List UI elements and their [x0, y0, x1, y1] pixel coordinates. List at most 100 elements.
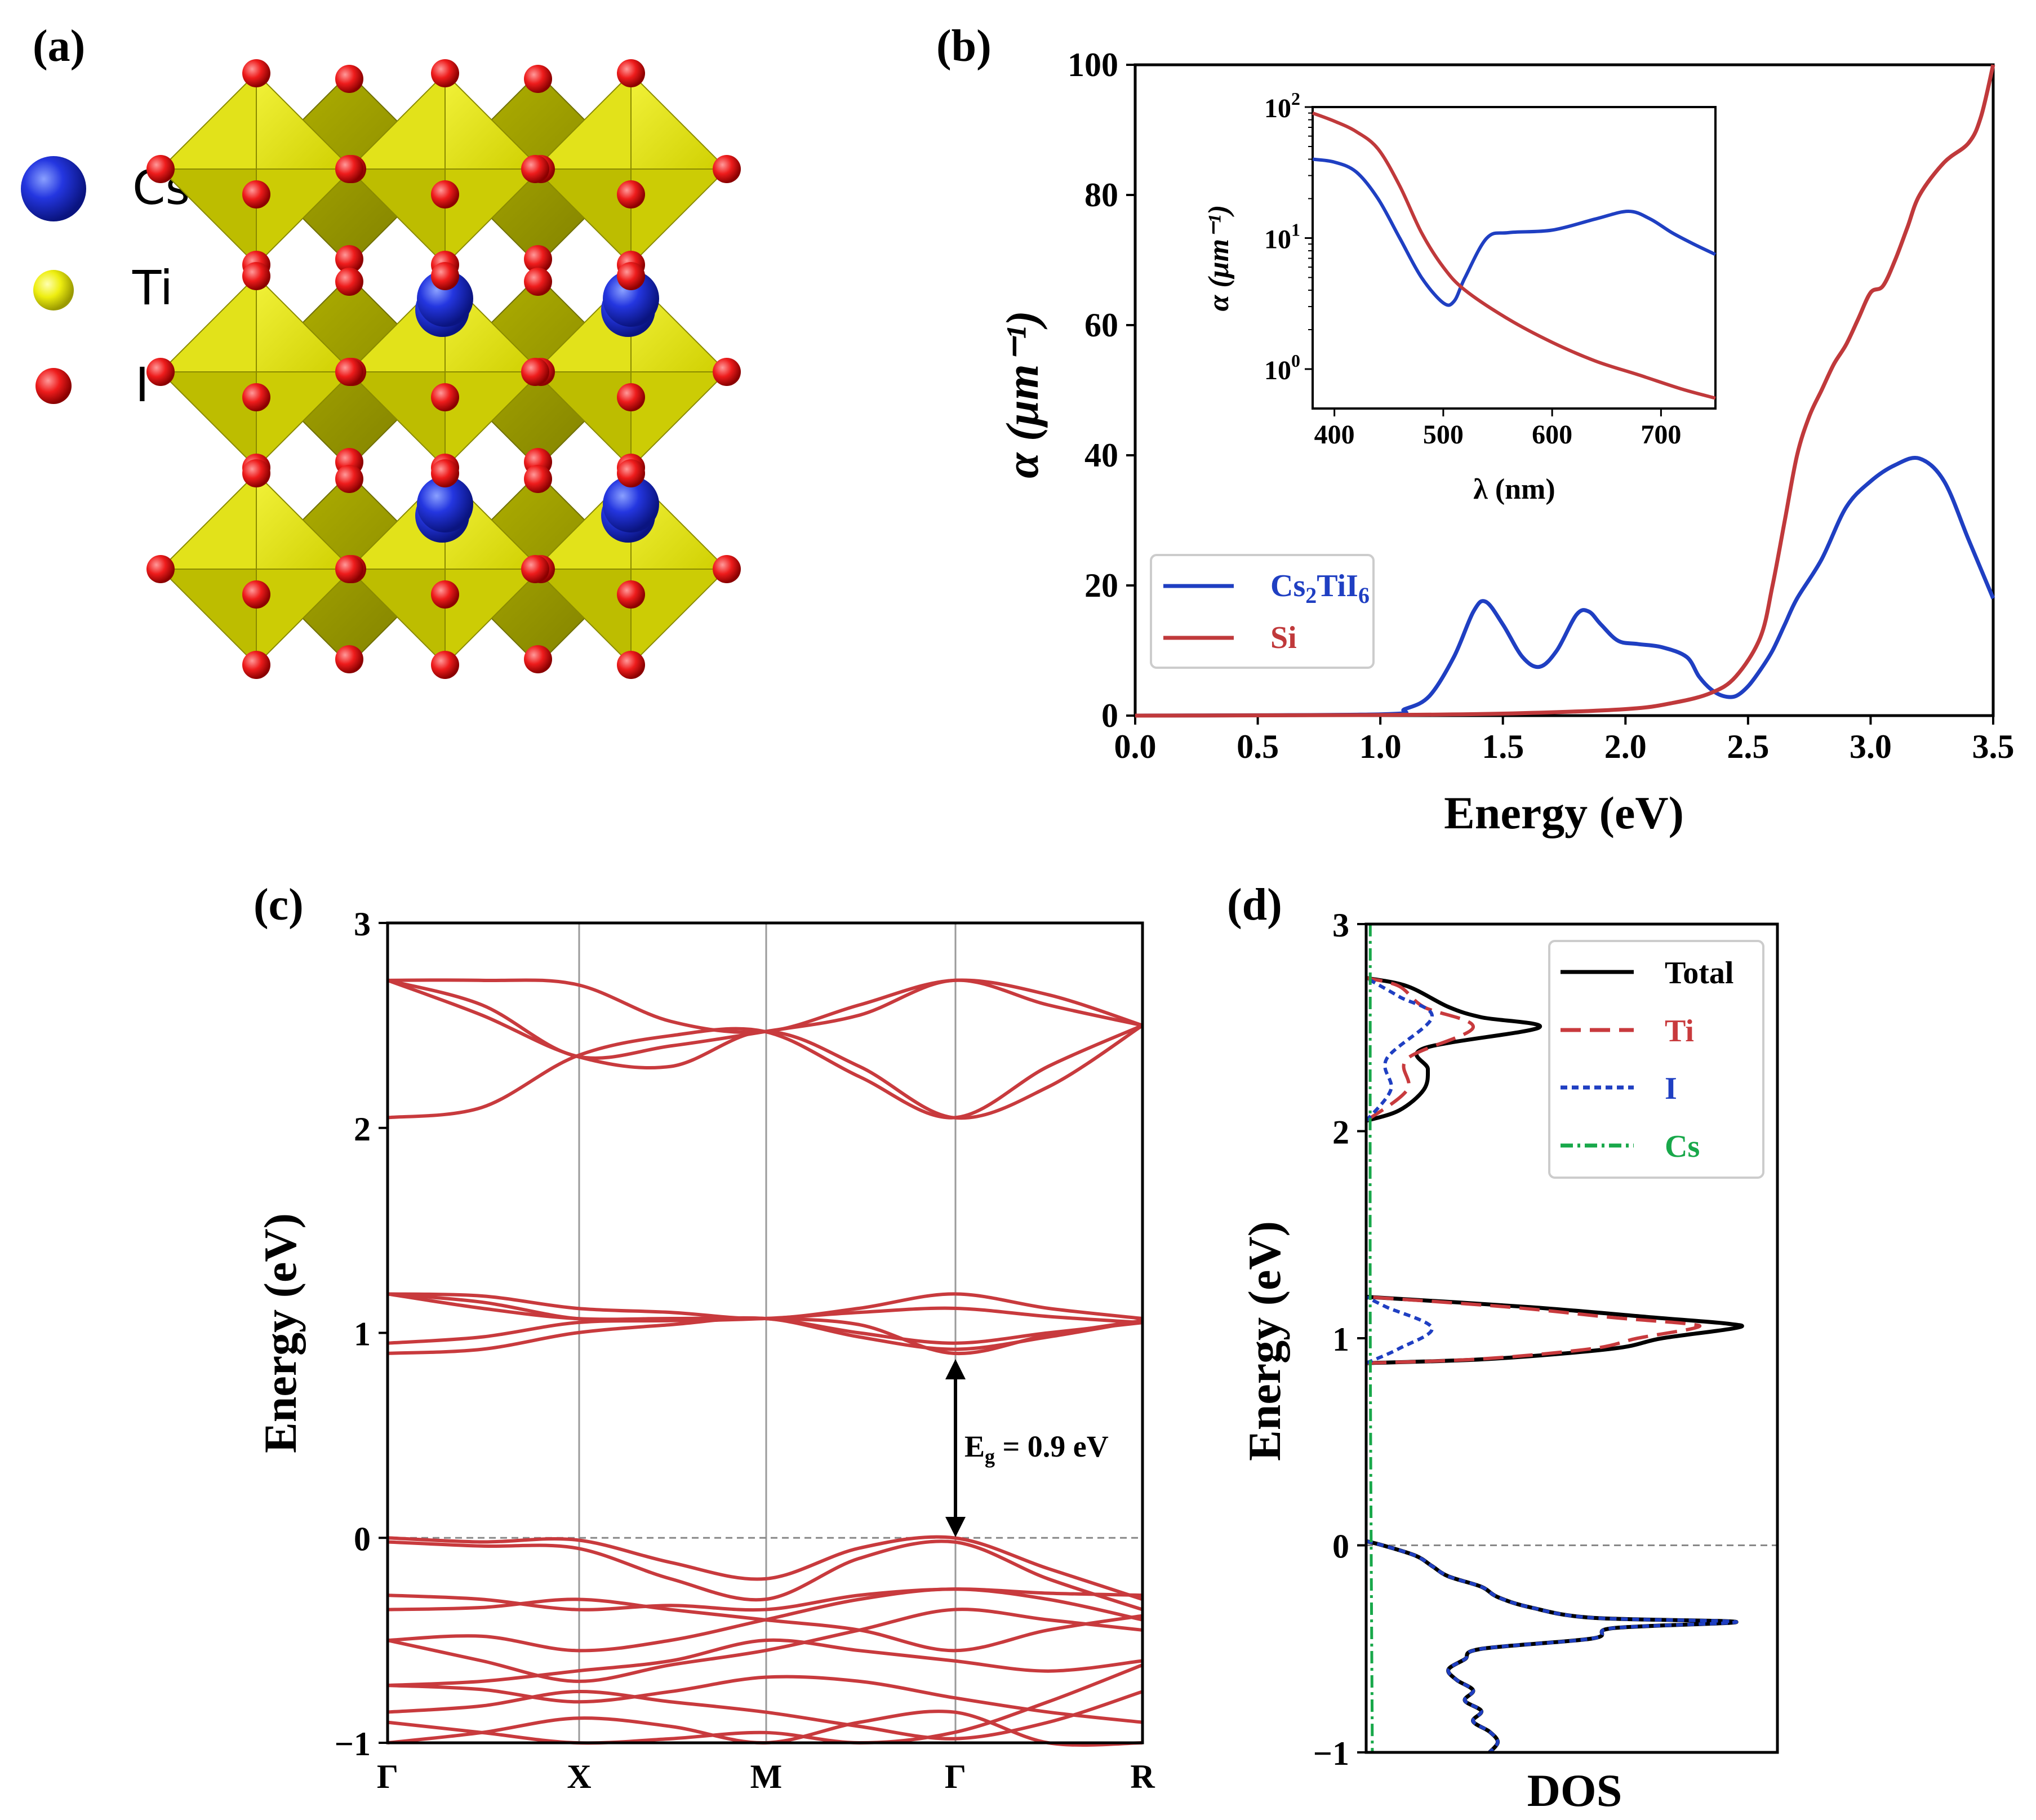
panel-b-xtick-label: 2.5	[1727, 728, 1769, 765]
panel-b-ytick-label: 100	[1068, 46, 1118, 83]
panel-b-series	[1135, 64, 1995, 718]
i-atom	[524, 65, 552, 93]
cs-legend-sphere	[21, 156, 86, 221]
i-atom	[335, 268, 363, 296]
kpoint-label: R	[1130, 1758, 1155, 1795]
kpoint-label: X	[567, 1758, 591, 1795]
octahedron-face	[630, 569, 728, 667]
band-line	[386, 979, 1144, 1120]
panel-d-label: (d)	[1227, 880, 1282, 930]
i-atom	[242, 59, 270, 87]
octahedron-face	[159, 472, 257, 570]
panel-b-xtick-label: 0.0	[1114, 728, 1157, 765]
i-atom	[146, 358, 175, 386]
i-atom	[524, 645, 552, 673]
panel-b-axes: 0.0 0.5 1.0 1.5 2.0 2.5 3.0 3.5 0 20 40 60 80 100	[1068, 46, 2015, 765]
ti-legend-sphere	[33, 270, 74, 310]
inset-ytick-label: 101	[1264, 220, 1300, 255]
panel-d-ytick-label: −1	[1313, 1735, 1349, 1772]
octahedron-face	[256, 569, 354, 667]
i-atom	[521, 358, 549, 386]
octahedron-face	[159, 72, 257, 170]
i-atom	[431, 459, 459, 487]
band-line	[387, 1292, 1143, 1356]
panel-c-ytick-label: 0	[354, 1520, 371, 1557]
i-atom	[521, 555, 549, 583]
octahedron-face	[256, 168, 354, 267]
panel-c-plot-frame	[386, 921, 1144, 1744]
panel-b-plot-frame	[1133, 63, 1995, 717]
legend-cs2tii6-label: Cs2TiI6	[1270, 569, 1370, 608]
i-atom	[335, 555, 363, 583]
panel-b-xtick-label: 0.5	[1237, 728, 1279, 765]
panel-d-legend-box	[1548, 940, 1764, 1179]
panel-b-xtick-label: 3.5	[1972, 728, 2015, 765]
inset-axes: 400 500 600 700 102 101 100	[1264, 88, 1681, 450]
cs-atom	[417, 476, 473, 532]
kpoint-label: Γ	[945, 1758, 966, 1795]
band-line	[387, 1663, 1144, 1745]
legend-i-label: I	[1665, 1071, 1677, 1106]
ti-legend-label: Ti	[132, 260, 173, 316]
legend-si-label: Si	[1270, 620, 1297, 655]
dos-plot: 3 2 1 0 −1	[1313, 907, 1777, 1772]
band-line	[387, 1539, 1143, 1612]
i-atom	[617, 459, 645, 487]
i-atom	[524, 465, 552, 493]
panel-b-ytick-label: 0	[1101, 697, 1118, 734]
panel-d-ytick-label: 1	[1332, 1321, 1349, 1358]
i-legend-label: I	[135, 357, 149, 412]
panel-d-ytick-label: 3	[1332, 907, 1349, 944]
band-line	[387, 1638, 1143, 1688]
i-atom	[713, 555, 741, 583]
panel-b-xtick-label: 1.5	[1482, 728, 1524, 765]
i-atom	[617, 262, 645, 290]
band-gap-arrow-up	[945, 1359, 966, 1379]
dos-i-c1	[1365, 1295, 1434, 1365]
i-atom	[242, 580, 270, 609]
octahedron-face	[159, 274, 257, 372]
panel-b-xtick-label: 1.0	[1359, 728, 1402, 765]
i-atom	[146, 155, 175, 183]
inset-xtick-label: 500	[1423, 420, 1464, 450]
band-line	[387, 1690, 1143, 1741]
panel-b-ytick-label: 20	[1084, 567, 1118, 604]
band-gap-label: Eg = 0.9 eV	[964, 1430, 1109, 1468]
i-atom	[617, 383, 645, 411]
cs-atom	[417, 270, 473, 327]
octahedron-face	[159, 371, 257, 469]
i-atom	[617, 59, 645, 87]
dos-cs-line	[1368, 924, 1374, 1753]
panel-d-plot-frame	[1364, 922, 1779, 1754]
band-line	[387, 1024, 1144, 1120]
panel-b-ytick-label: 40	[1084, 437, 1118, 474]
inset-ytick-label: 102	[1264, 88, 1300, 123]
dos-total-c2	[1365, 976, 1542, 1123]
octahedron-face	[256, 371, 354, 469]
i-atom	[335, 65, 363, 93]
i-atom	[335, 245, 363, 273]
i-atom	[431, 180, 459, 208]
i-atom	[242, 651, 270, 679]
i-atom	[335, 358, 363, 386]
panel-c-label: (c)	[254, 880, 304, 930]
panel-b-ytick-label: 60	[1084, 307, 1118, 344]
panel-b-label: (b)	[936, 21, 992, 71]
band-gap-arrow-down	[945, 1517, 966, 1537]
panel-d-legend: Total Ti I Cs	[1548, 940, 1764, 1179]
panel-b-xtick-label: 2.0	[1604, 728, 1647, 765]
cs-atom	[603, 270, 659, 327]
band-line	[387, 1535, 1143, 1601]
crystal-structure	[146, 59, 741, 679]
band-line	[387, 1587, 1143, 1653]
dos-ti-c1	[1366, 1295, 1702, 1365]
inset-xtick-label: 400	[1314, 420, 1355, 450]
inset-series	[1312, 111, 1717, 400]
panel-c-ytick-label: 1	[354, 1316, 371, 1353]
i-atom	[335, 645, 363, 673]
panel-b-xtick-label: 3.0	[1850, 728, 1892, 765]
cs-atom	[603, 476, 659, 532]
